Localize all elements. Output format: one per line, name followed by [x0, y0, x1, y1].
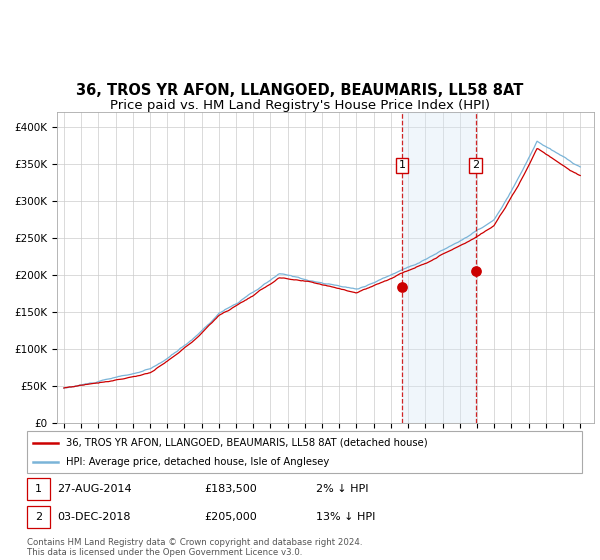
Text: 13% ↓ HPI: 13% ↓ HPI	[316, 512, 375, 522]
Bar	[27, 506, 50, 528]
Point	[397, 283, 407, 292]
Text: Price paid vs. HM Land Registry's House Price Index (HPI): Price paid vs. HM Land Registry's House …	[110, 99, 490, 112]
Text: 2% ↓ HPI: 2% ↓ HPI	[316, 484, 368, 494]
Text: Contains HM Land Registry data © Crown copyright and database right 2024.
This d: Contains HM Land Registry data © Crown c…	[27, 538, 362, 557]
Text: £205,000: £205,000	[205, 512, 257, 522]
Text: 36, TROS YR AFON, LLANGOED, BEAUMARIS, LL58 8AT: 36, TROS YR AFON, LLANGOED, BEAUMARIS, L…	[76, 83, 524, 98]
Text: 27-AUG-2014: 27-AUG-2014	[58, 484, 132, 494]
Text: 03-DEC-2018: 03-DEC-2018	[58, 512, 131, 522]
Text: 2: 2	[472, 160, 479, 170]
Bar	[402, 112, 476, 423]
Text: HPI: Average price, detached house, Isle of Anglesey: HPI: Average price, detached house, Isle…	[66, 457, 329, 467]
Text: £183,500: £183,500	[205, 484, 257, 494]
Text: 36, TROS YR AFON, LLANGOED, BEAUMARIS, LL58 8AT (detached house): 36, TROS YR AFON, LLANGOED, BEAUMARIS, L…	[66, 437, 427, 447]
Text: 1: 1	[35, 484, 42, 494]
Text: 2: 2	[35, 512, 42, 522]
Bar	[27, 478, 50, 500]
Text: 1: 1	[398, 160, 406, 170]
Point	[471, 267, 481, 276]
